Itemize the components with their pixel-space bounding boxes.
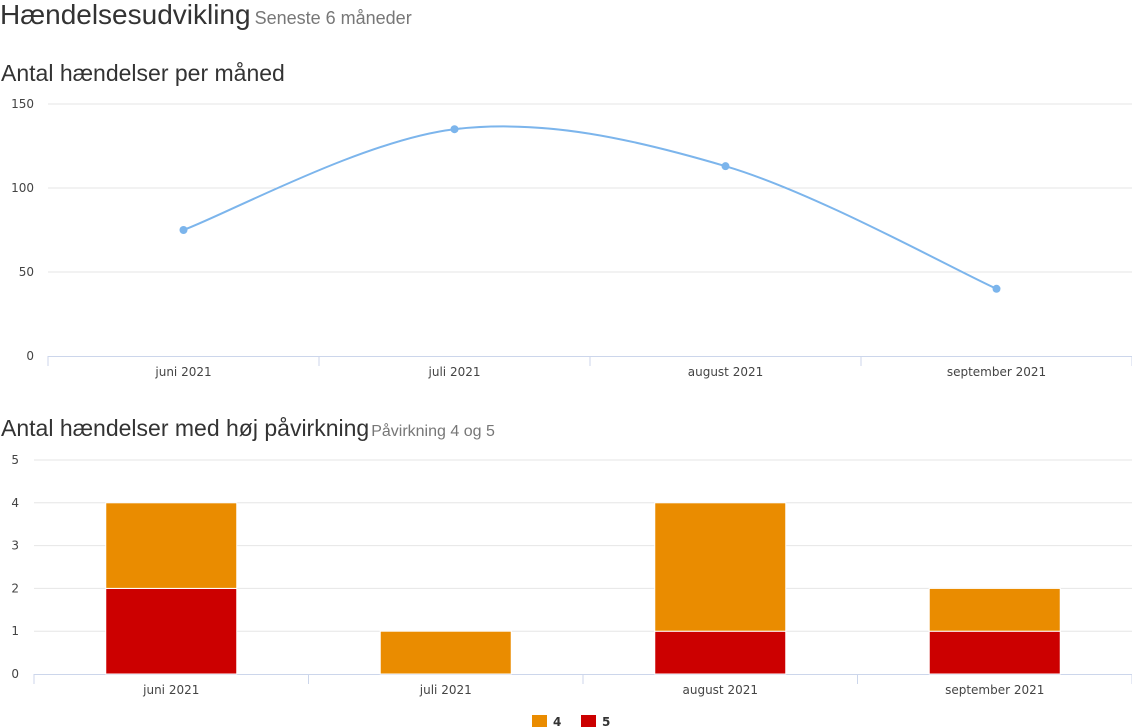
bar-segment-4 bbox=[928, 587, 1061, 632]
bar-chart-title-text: Antal hændelser med høj påvirkning bbox=[1, 415, 370, 441]
bar-segment-5 bbox=[105, 587, 238, 675]
page-subtitle: Seneste 6 måneder bbox=[254, 8, 412, 28]
bar-chart-y-tick-label: 4 bbox=[11, 496, 19, 510]
bar-chart-x-tick-label: juni 2021 bbox=[142, 683, 199, 697]
bar-chart-subtitle: Påvirkning 4 og 5 bbox=[371, 423, 495, 440]
page-title-text: Hændelsesudvikling bbox=[0, 0, 251, 30]
legend-swatch bbox=[532, 715, 547, 727]
line-chart-title: Antal hændelser per måned bbox=[1, 60, 285, 86]
line-chart-title-text: Antal hændelser per måned bbox=[1, 60, 285, 86]
bar-segment-4 bbox=[379, 630, 512, 675]
line-chart-x-tick-label: juli 2021 bbox=[428, 365, 481, 379]
bar-chart-x-tick-label: juli 2021 bbox=[419, 683, 472, 697]
line-chart-y-tick-label: 50 bbox=[19, 265, 34, 279]
bar-segment-4 bbox=[654, 502, 787, 632]
bar-segment-5 bbox=[928, 630, 1061, 675]
bar-chart-x-tick-label: august 2021 bbox=[683, 683, 759, 697]
line-chart-x-tick-label: august 2021 bbox=[688, 365, 764, 379]
bar-chart-y-tick-label: 0 bbox=[11, 667, 19, 681]
line-point bbox=[992, 284, 1001, 293]
bar-chart-y-tick-label: 5 bbox=[11, 453, 19, 467]
line-point bbox=[179, 226, 188, 234]
bar-chart-y-tick-label: 1 bbox=[11, 624, 19, 638]
page-title: Hændelsesudvikling Seneste 6 måneder bbox=[0, 0, 412, 33]
line-point bbox=[721, 162, 730, 171]
line-series bbox=[183, 125, 997, 290]
line-chart-x-tick-label: september 2021 bbox=[947, 365, 1046, 379]
bar-chart-title: Antal hændelser med høj påvirkning Påvirk… bbox=[1, 415, 495, 445]
bar-segment-4 bbox=[105, 502, 238, 589]
bar-chart-y-tick-label: 2 bbox=[11, 581, 19, 595]
legend-swatch bbox=[581, 715, 596, 727]
bar-segment-5 bbox=[654, 630, 787, 675]
line-chart: 0 50 100 150 juni 2021 juli 2021 august 2021 se… bbox=[11, 97, 1132, 379]
line-chart-y-tick-label: 0 bbox=[26, 349, 34, 363]
line-chart-y-tick-label: 150 bbox=[11, 97, 34, 111]
line-chart-y-tick-label: 100 bbox=[11, 181, 34, 195]
bar-chart-y-tick-label: 3 bbox=[11, 539, 19, 553]
legend-label: 5 bbox=[602, 715, 610, 728]
legend-label: 4 bbox=[553, 715, 561, 728]
line-point bbox=[450, 125, 459, 134]
bar-chart-x-tick-label: september 2021 bbox=[945, 683, 1044, 697]
line-chart-x-tick-label: juni 2021 bbox=[154, 365, 211, 379]
